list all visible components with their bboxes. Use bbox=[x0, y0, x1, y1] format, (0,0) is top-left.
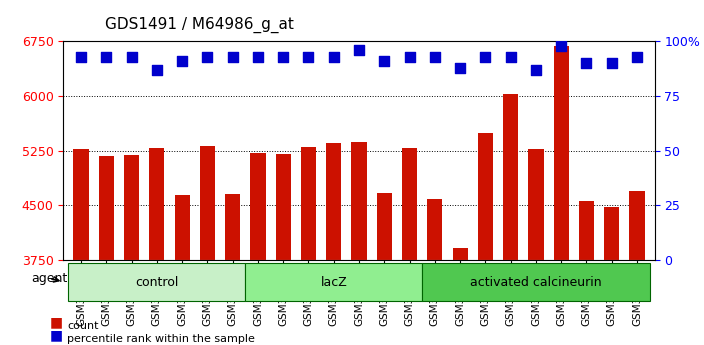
Text: ■: ■ bbox=[49, 328, 63, 342]
Text: GDS1491 / M64986_g_at: GDS1491 / M64986_g_at bbox=[105, 17, 294, 33]
Point bbox=[379, 58, 390, 64]
Bar bbox=[326, 142, 341, 345]
Bar bbox=[149, 148, 165, 345]
Text: control: control bbox=[135, 276, 179, 289]
Bar bbox=[124, 155, 139, 345]
Bar bbox=[503, 94, 518, 345]
Point bbox=[631, 54, 643, 59]
Point bbox=[555, 43, 567, 49]
Bar bbox=[529, 149, 543, 345]
Point bbox=[227, 54, 239, 59]
Bar bbox=[175, 195, 189, 345]
Point bbox=[177, 58, 188, 64]
Bar bbox=[200, 146, 215, 345]
Bar bbox=[604, 207, 620, 345]
Bar bbox=[351, 142, 367, 345]
Text: lacZ: lacZ bbox=[320, 276, 347, 289]
Point bbox=[404, 54, 415, 59]
Text: agent: agent bbox=[31, 272, 67, 285]
Point bbox=[581, 60, 592, 66]
Point bbox=[530, 67, 541, 72]
Bar bbox=[73, 149, 89, 345]
Point bbox=[505, 54, 516, 59]
Bar bbox=[251, 153, 265, 345]
Point bbox=[202, 54, 213, 59]
FancyBboxPatch shape bbox=[245, 263, 422, 302]
Point bbox=[429, 54, 441, 59]
Bar bbox=[478, 133, 493, 345]
FancyBboxPatch shape bbox=[68, 263, 245, 302]
Text: percentile rank within the sample: percentile rank within the sample bbox=[67, 334, 255, 344]
Text: count: count bbox=[67, 321, 99, 331]
Bar bbox=[427, 199, 442, 345]
Point bbox=[328, 54, 339, 59]
Point bbox=[353, 47, 365, 53]
FancyBboxPatch shape bbox=[422, 263, 650, 302]
Bar bbox=[225, 194, 240, 345]
Text: activated calcineurin: activated calcineurin bbox=[470, 276, 602, 289]
Bar bbox=[99, 156, 114, 345]
Point bbox=[151, 67, 163, 72]
Point bbox=[606, 60, 617, 66]
Bar bbox=[453, 247, 467, 345]
Bar bbox=[629, 191, 645, 345]
Point bbox=[126, 54, 137, 59]
Bar bbox=[377, 193, 392, 345]
Point bbox=[252, 54, 263, 59]
Point bbox=[101, 54, 112, 59]
Bar bbox=[276, 154, 291, 345]
Point bbox=[277, 54, 289, 59]
Bar bbox=[579, 201, 594, 345]
Bar bbox=[402, 148, 417, 345]
Point bbox=[75, 54, 87, 59]
Point bbox=[479, 54, 491, 59]
Point bbox=[455, 65, 466, 70]
Bar bbox=[301, 147, 316, 345]
Bar bbox=[553, 47, 569, 345]
Point bbox=[303, 54, 314, 59]
Text: ■: ■ bbox=[49, 315, 63, 329]
